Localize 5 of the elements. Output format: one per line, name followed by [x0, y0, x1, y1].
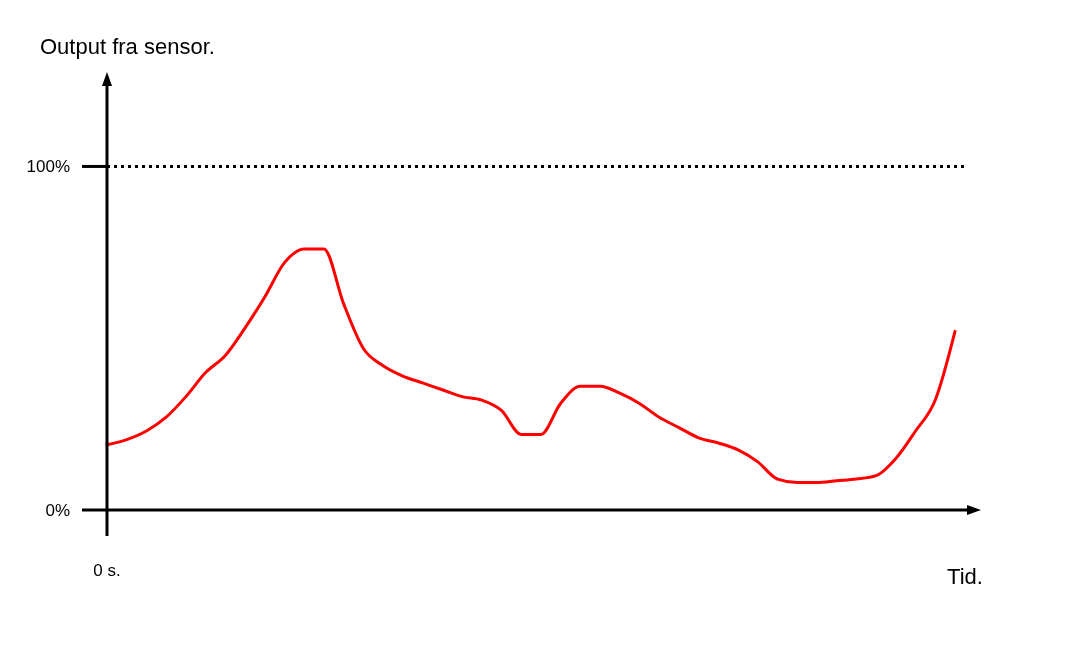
y-tick-label: 100% [26, 157, 70, 177]
y-tick-label: 0% [45, 500, 70, 520]
text: 0 s. [93, 561, 121, 580]
x-axis-title: Tid. [947, 564, 983, 589]
chart-title: Output fra sensor. [40, 34, 215, 59]
